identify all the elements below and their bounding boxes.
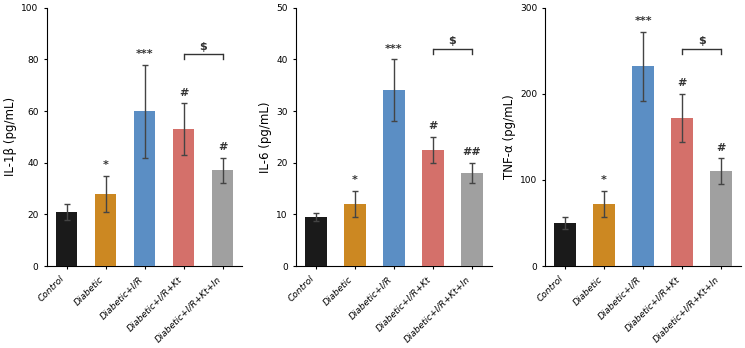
Text: *: * bbox=[103, 160, 109, 170]
Text: ***: *** bbox=[634, 16, 652, 26]
Y-axis label: IL-6 (pg/mL): IL-6 (pg/mL) bbox=[259, 101, 272, 173]
Bar bbox=[671, 118, 693, 266]
Bar bbox=[461, 173, 483, 266]
Text: ***: *** bbox=[385, 44, 403, 54]
Text: #: # bbox=[717, 143, 726, 153]
Y-axis label: TNF-α (pg/mL): TNF-α (pg/mL) bbox=[503, 94, 516, 179]
Bar bbox=[56, 212, 77, 266]
Text: $: $ bbox=[200, 42, 207, 52]
Text: *: * bbox=[352, 175, 358, 185]
Bar bbox=[305, 217, 326, 266]
Bar bbox=[633, 66, 654, 266]
Text: #: # bbox=[677, 78, 687, 88]
Text: *: * bbox=[601, 175, 607, 185]
Bar bbox=[711, 171, 732, 266]
Text: ##: ## bbox=[463, 147, 481, 157]
Bar bbox=[173, 129, 194, 266]
Bar bbox=[95, 194, 116, 266]
Text: $: $ bbox=[448, 37, 456, 46]
Bar bbox=[383, 90, 405, 266]
Bar bbox=[134, 111, 156, 266]
Text: ***: *** bbox=[136, 49, 153, 59]
Bar bbox=[422, 150, 444, 266]
Text: #: # bbox=[179, 88, 188, 97]
Text: $: $ bbox=[698, 37, 706, 46]
Y-axis label: IL-1β (pg/mL): IL-1β (pg/mL) bbox=[4, 97, 17, 176]
Bar bbox=[344, 204, 366, 266]
Bar bbox=[212, 171, 233, 266]
Text: #: # bbox=[218, 142, 227, 152]
Bar bbox=[593, 204, 615, 266]
Bar bbox=[554, 223, 576, 266]
Text: #: # bbox=[428, 121, 437, 131]
